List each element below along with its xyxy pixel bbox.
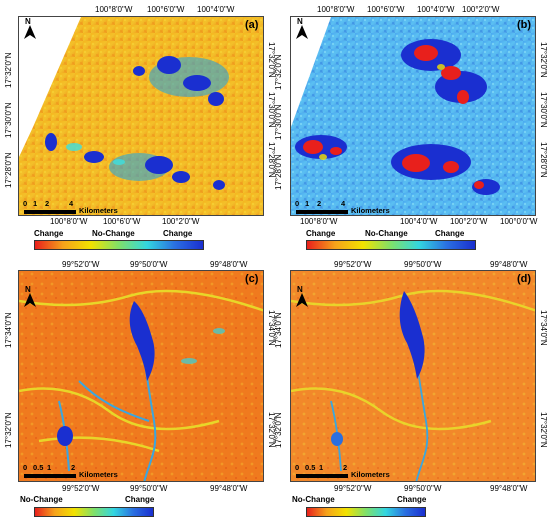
north-arrow-icon [296,25,308,39]
colorbar-b [306,240,476,250]
north-arrow-a: N [23,17,37,39]
map-panel-d: (d) N 0 0.5 1 2 Kilometers [290,270,536,482]
map-panel-c: (c) N 0 0.5 1 2 Kilometers [18,270,264,482]
legend-nochange-a: No-Change [92,229,135,238]
map-panel-b: (b) N 0 1 2 4 Kilometers [290,16,536,216]
x-tick: 100°6'0"W [147,5,185,14]
map-raster-d [291,271,535,481]
north-arrow-icon [24,25,36,39]
north-arrow-c: N [23,285,37,307]
panel-label-a: (a) [245,19,259,31]
x-tick: 100°8'0"W [95,5,133,14]
legend-nochange-d: No-Change [292,495,335,504]
north-arrow-b: N [295,17,309,39]
colorbar-a [34,240,204,250]
legend-change-c: Change [125,495,155,504]
map-panel-a: (a) N 0 1 2 4 Kilometers [18,16,264,216]
colorbar-c [34,507,154,517]
legend-nochange-b: No-Change [365,229,408,238]
map-raster-c [19,271,263,481]
north-arrow-icon [24,293,36,307]
panel-label-d: (d) [517,273,532,285]
map-raster-b [291,17,535,215]
panel-label-b: (b) [517,19,532,31]
north-arrow-icon [296,293,308,307]
legend-change-left-b: Change [306,229,336,238]
legend-change-d: Change [397,495,427,504]
legend-change-right-b: Change [435,229,465,238]
legend-change-left-a: Change [34,229,64,238]
map-raster-a [19,17,263,215]
legend-change-right-a: Change [163,229,193,238]
legend-nochange-c: No-Change [20,495,63,504]
x-tick: 100°4'0"W [197,5,235,14]
colorbar-d [306,507,426,517]
north-arrow-d: N [295,285,309,307]
panel-label-c: (c) [245,273,259,285]
